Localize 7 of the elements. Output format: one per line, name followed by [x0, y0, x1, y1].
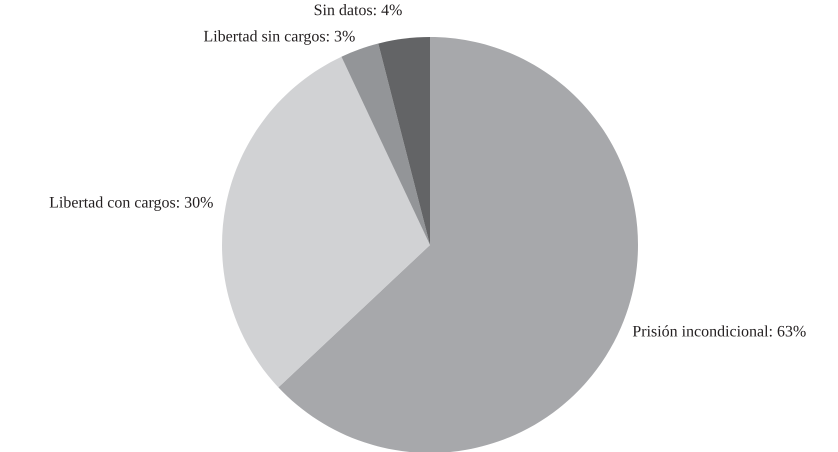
- pie-slice: [222, 56, 430, 388]
- slice-label: Sin datos: 4%: [314, 4, 402, 16]
- pie-slice: [378, 37, 430, 245]
- slice-label: Libertad con cargos: 30%: [50, 196, 213, 211]
- pie-slice: [341, 44, 430, 245]
- slice-label: Libertad sin cargos: 3%: [204, 30, 355, 45]
- slice-label: Prisión incondicional: 63%: [632, 325, 806, 337]
